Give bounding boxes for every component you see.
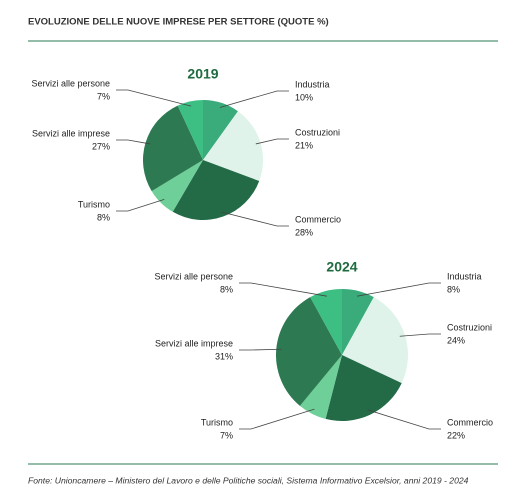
slice-label: Industria	[295, 79, 330, 89]
slice-value-label: 8%	[97, 212, 110, 222]
leader-line	[399, 333, 441, 337]
pie-slice	[177, 100, 203, 160]
slice-value-label: 27%	[92, 141, 110, 151]
leader-line	[367, 409, 441, 430]
pie-slice	[203, 111, 263, 182]
source-note: Fonte: Unioncamere – Ministero del Lavor…	[28, 475, 469, 485]
slice-label: Commercio	[295, 214, 341, 224]
leader-line	[239, 348, 282, 351]
pie-slice	[143, 105, 203, 192]
leader-line	[239, 408, 315, 430]
pie-slice	[310, 289, 342, 355]
slice-value-label: 24%	[447, 335, 465, 345]
slice-value-label: 21%	[295, 140, 313, 150]
leader-line	[221, 211, 289, 227]
slice-label: Turismo	[78, 199, 110, 209]
slice-value-label: 8%	[447, 284, 460, 294]
slice-label: Costruzioni	[447, 322, 492, 332]
slice-value-label: 31%	[215, 351, 233, 361]
leader-line	[219, 90, 289, 108]
pie-slice	[342, 289, 374, 355]
slice-label: Industria	[447, 271, 482, 281]
slice-label: Commercio	[447, 417, 493, 427]
slice-label: Servizi alle persone	[154, 271, 233, 281]
leader-line	[116, 89, 192, 107]
pie-slice	[325, 355, 402, 421]
page-title: EVOLUZIONE DELLE NUOVE IMPRESE PER SETTO…	[28, 17, 329, 28]
leader-line	[255, 138, 289, 145]
slice-label: Costruzioni	[295, 127, 340, 137]
pie-slice	[151, 160, 203, 212]
leader-line	[116, 198, 165, 212]
slice-label: Servizi alle persone	[31, 78, 110, 88]
pie-slice	[299, 355, 342, 419]
pie-title: 2019	[187, 66, 218, 82]
pie-slice	[342, 297, 408, 384]
slice-value-label: 7%	[97, 91, 110, 101]
pie-title: 2024	[326, 259, 357, 275]
slice-label: Turismo	[201, 417, 233, 427]
pie-slice	[172, 160, 260, 221]
slice-value-label: 8%	[220, 284, 233, 294]
slice-value-label: 22%	[447, 430, 465, 440]
leader-line	[239, 282, 327, 297]
slice-value-label: 10%	[295, 92, 313, 102]
pie-slice	[203, 100, 238, 160]
slice-value-label: 28%	[295, 227, 313, 237]
leader-line	[116, 139, 151, 145]
pie-slice	[276, 297, 342, 406]
slice-label: Servizi alle imprese	[32, 128, 110, 138]
slice-label: Servizi alle imprese	[155, 338, 233, 348]
slice-value-label: 7%	[220, 430, 233, 440]
leader-line	[357, 282, 441, 297]
